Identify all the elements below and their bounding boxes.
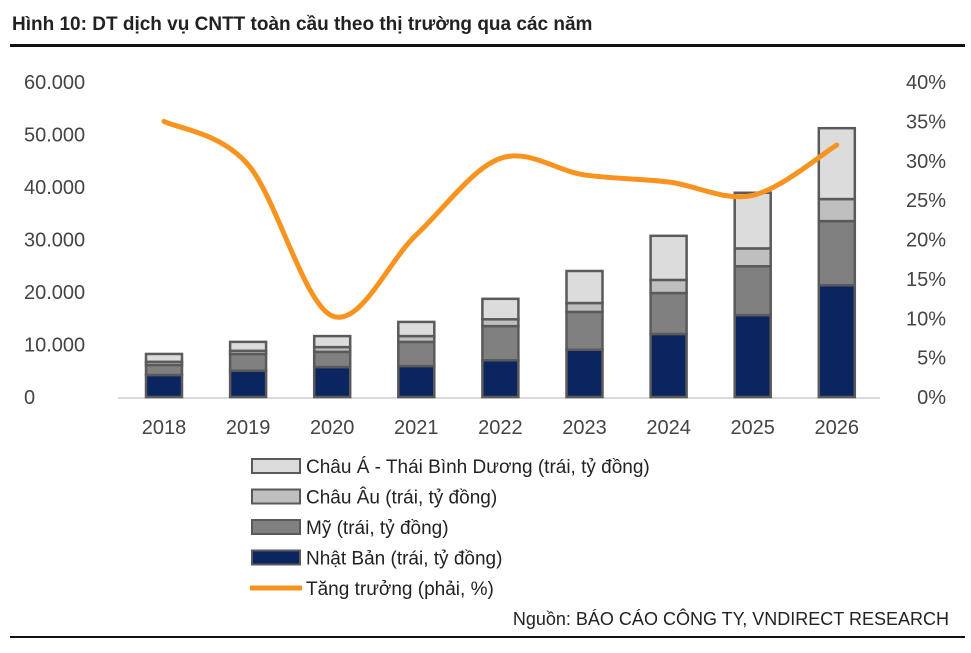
legend-swatch bbox=[251, 519, 301, 535]
bar-segment bbox=[649, 291, 688, 336]
bar-segment bbox=[481, 297, 520, 321]
legend-label: Mỹ (trái, tỷ đồng) bbox=[306, 518, 449, 539]
left-axis-tick-label: 60.000 bbox=[24, 72, 85, 94]
bar-segment bbox=[144, 363, 184, 377]
legend-label: Châu Âu (trái, tỷ đồng) bbox=[306, 487, 497, 509]
right-axis-tick-label: 0% bbox=[917, 387, 946, 409]
right-axis-tick-label: 5% bbox=[917, 348, 946, 370]
legend-label: Châu Á - Thái Bình Dương (trái, tỷ đồng) bbox=[306, 457, 650, 478]
bar-segment bbox=[733, 247, 772, 268]
right-axis-tick-label: 25% bbox=[906, 190, 946, 212]
right-axis-tick-label: 35% bbox=[906, 111, 946, 133]
x-axis-tick-label: 2024 bbox=[646, 417, 691, 439]
bar-segment bbox=[733, 265, 772, 317]
bar-segment bbox=[312, 350, 352, 369]
bottom-divider bbox=[10, 636, 965, 638]
bar-segment bbox=[649, 278, 688, 295]
figure-title: Hình 10: DT dịch vụ CNTT toàn cầu theo t… bbox=[12, 14, 593, 35]
bar-segment bbox=[228, 340, 268, 353]
right-axis-tick-label: 30% bbox=[906, 151, 946, 173]
legend-swatch bbox=[251, 488, 301, 505]
right-axis-tick-label: 10% bbox=[906, 308, 946, 330]
title-divider bbox=[10, 44, 965, 47]
bar-segment bbox=[481, 324, 520, 362]
bar-segment bbox=[817, 283, 857, 399]
x-axis-tick-label: 2022 bbox=[478, 417, 523, 439]
legend-swatch bbox=[251, 549, 301, 566]
bar-segment bbox=[565, 301, 604, 314]
x-axis-tick-label: 2025 bbox=[730, 417, 775, 439]
x-axis-tick-label: 2026 bbox=[815, 417, 860, 439]
bar-segment bbox=[649, 234, 688, 282]
x-axis-tick-label: 2018 bbox=[142, 417, 187, 439]
bar-segment bbox=[565, 269, 604, 305]
bar-segment bbox=[733, 191, 772, 250]
bar-segment bbox=[817, 197, 857, 223]
right-axis-tick-label: 15% bbox=[906, 269, 946, 291]
legend-label: Tăng trưởng (phải, %) bbox=[306, 579, 494, 600]
bar-segment bbox=[565, 310, 604, 352]
bar-segment bbox=[481, 359, 520, 399]
bar-segment bbox=[817, 126, 857, 201]
left-axis-tick-label: 10.000 bbox=[24, 335, 85, 357]
bar-segment bbox=[397, 340, 436, 368]
legend-swatch bbox=[251, 458, 301, 474]
left-axis-tick-label: 0 bbox=[24, 387, 35, 409]
right-axis-tick-label: 40% bbox=[906, 72, 946, 94]
left-axis-tick-label: 50.000 bbox=[24, 125, 85, 147]
left-axis-tick-label: 40.000 bbox=[24, 177, 85, 199]
left-axis-tick-label: 20.000 bbox=[24, 282, 85, 304]
right-axis-tick-label: 20% bbox=[906, 230, 946, 252]
growth-line bbox=[161, 118, 840, 320]
bar-segment bbox=[397, 364, 436, 399]
bar-segment bbox=[312, 365, 352, 399]
x-axis-tick-label: 2020 bbox=[310, 417, 355, 439]
bar-segment bbox=[144, 352, 184, 364]
bar-segment bbox=[649, 332, 688, 399]
source-note: Nguồn: BÁO CÁO CÔNG TY, VNDIRECT RESEARC… bbox=[512, 609, 949, 629]
x-axis-tick-label: 2019 bbox=[226, 417, 271, 439]
bar-segment bbox=[397, 320, 436, 338]
bar-segment bbox=[733, 313, 772, 399]
x-axis-tick-label: 2021 bbox=[394, 417, 439, 439]
bar-segment bbox=[312, 334, 352, 349]
bar-segment bbox=[228, 352, 268, 373]
bar-segment bbox=[817, 219, 857, 287]
x-axis-tick-label: 2023 bbox=[562, 417, 607, 439]
legend-label: Nhật Bản (trái, tỷ đồng) bbox=[306, 549, 502, 570]
bar-segment bbox=[228, 369, 268, 399]
left-axis-tick-label: 30.000 bbox=[24, 230, 85, 252]
bar-segment bbox=[565, 348, 604, 399]
bar-segment bbox=[144, 373, 184, 399]
